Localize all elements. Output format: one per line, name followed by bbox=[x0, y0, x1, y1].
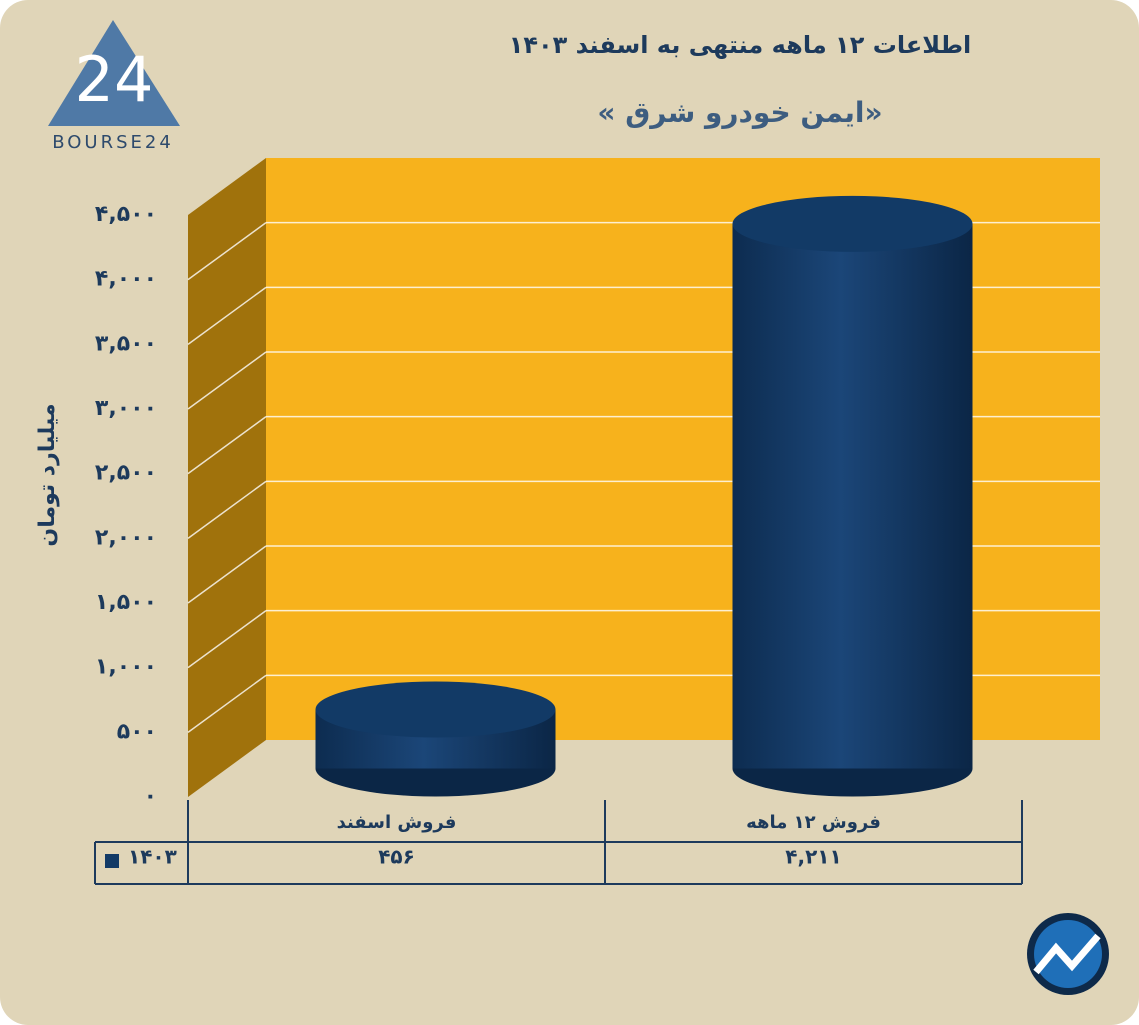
value-label: ۴۵۶ bbox=[378, 845, 415, 869]
side-grid-line bbox=[187, 416, 267, 475]
y-tick-label: ۰ bbox=[144, 784, 157, 809]
bar bbox=[732, 223, 973, 769]
legend-swatch bbox=[105, 854, 119, 868]
side-grid-line bbox=[187, 545, 267, 604]
x-tick-label: فروش ۱۲ ماهه bbox=[746, 812, 881, 833]
bar-top bbox=[315, 681, 556, 738]
y-tick-label: ۵۰۰ bbox=[117, 719, 157, 744]
x-tick-label: فروش اسفند bbox=[337, 812, 457, 833]
y-tick-label: ۱,۰۰۰ bbox=[95, 655, 157, 680]
y-tick-label: ۲,۵۰۰ bbox=[95, 461, 157, 486]
icon-arrow bbox=[1033, 933, 1101, 975]
logo-triangle bbox=[48, 20, 180, 126]
chart-title: اطلاعات ۱۲ ماهه منتهی به اسفند ۱۴۰۳ bbox=[509, 31, 972, 59]
side-grid-line bbox=[187, 286, 267, 345]
side-grid-line bbox=[187, 480, 267, 539]
side-grid-line bbox=[187, 674, 267, 733]
legend-label: ۱۴۰۳ bbox=[128, 845, 177, 869]
y-tick-label: ۳,۰۰۰ bbox=[95, 396, 157, 421]
logo-mark: 24 bbox=[75, 43, 154, 116]
bar-top bbox=[732, 195, 973, 252]
y-tick-label: ۱,۵۰۰ bbox=[95, 590, 157, 615]
y-tick-label: ۳,۵۰۰ bbox=[95, 331, 157, 356]
value-label: ۴,۲۱۱ bbox=[785, 845, 841, 869]
y-tick-label: ۴,۰۰۰ bbox=[95, 267, 157, 292]
y-tick-label: ۲,۰۰۰ bbox=[95, 525, 157, 550]
back-wall bbox=[266, 158, 1100, 740]
logo: 24 BOURSE24 bbox=[48, 20, 180, 153]
side-grid-line bbox=[187, 610, 267, 669]
icon-inner bbox=[1034, 920, 1102, 988]
logo-name: BOURSE24 bbox=[52, 132, 174, 153]
side-wall bbox=[188, 158, 266, 797]
side-grid-line bbox=[187, 222, 267, 281]
y-axis-label: میلیارد تومان bbox=[35, 403, 60, 546]
corner-icon bbox=[1027, 913, 1109, 995]
chart-subtitle: « ایمن خودرو شرق» bbox=[597, 96, 882, 129]
side-grid-line bbox=[187, 351, 267, 410]
y-tick-label: ۴,۵۰۰ bbox=[95, 202, 157, 227]
